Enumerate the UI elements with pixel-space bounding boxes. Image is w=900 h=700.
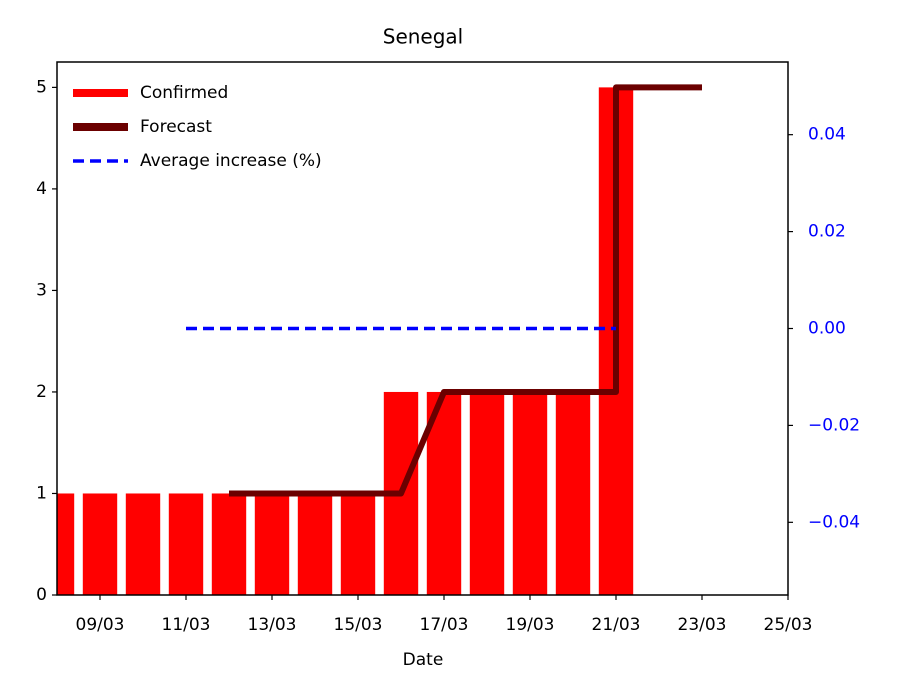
y2-tick-label: 0.00 bbox=[808, 319, 846, 339]
bar bbox=[254, 493, 290, 595]
legend-label: Confirmed bbox=[140, 83, 228, 103]
x-axis-label: Date bbox=[403, 650, 444, 670]
x-tick-label: 19/03 bbox=[506, 615, 555, 635]
plot-frame bbox=[56, 61, 789, 596]
x-tick-label: 15/03 bbox=[334, 615, 383, 635]
bar bbox=[340, 493, 376, 595]
chart-title: Senegal bbox=[383, 25, 464, 49]
x-tick-label: 23/03 bbox=[678, 615, 727, 635]
y2-tick-label: −0.04 bbox=[808, 512, 860, 532]
y-tick-label: 2 bbox=[36, 382, 47, 402]
bar bbox=[125, 493, 161, 595]
y-tick-label: 5 bbox=[36, 77, 47, 97]
y-tick-label: 4 bbox=[36, 179, 47, 199]
x-tick-label: 25/03 bbox=[764, 615, 813, 635]
y-tick-label: 0 bbox=[36, 585, 47, 605]
bar bbox=[512, 391, 548, 595]
bar bbox=[57, 493, 75, 595]
y2-tick-label: −0.02 bbox=[808, 415, 860, 435]
y2-tick-label: 0.04 bbox=[808, 125, 846, 145]
x-tick-label: 13/03 bbox=[248, 615, 297, 635]
plot bbox=[57, 84, 702, 595]
x-tick-label: 09/03 bbox=[76, 615, 125, 635]
y-tick-label: 3 bbox=[36, 280, 47, 300]
x-tick-label: 11/03 bbox=[162, 615, 211, 635]
bar bbox=[82, 493, 118, 595]
x-tick-label: 17/03 bbox=[420, 615, 469, 635]
line-series bbox=[229, 84, 702, 497]
y2-tick-label: 0.02 bbox=[808, 222, 846, 242]
bar bbox=[211, 493, 247, 595]
bar bbox=[168, 493, 204, 595]
x-tick-label: 21/03 bbox=[592, 615, 641, 635]
bar bbox=[297, 493, 333, 595]
bar bbox=[555, 391, 591, 595]
y-tick-label: 1 bbox=[36, 483, 47, 503]
bar bbox=[469, 391, 505, 595]
legend-label: Forecast bbox=[140, 117, 212, 137]
legend-label: Average increase (%) bbox=[140, 151, 322, 171]
